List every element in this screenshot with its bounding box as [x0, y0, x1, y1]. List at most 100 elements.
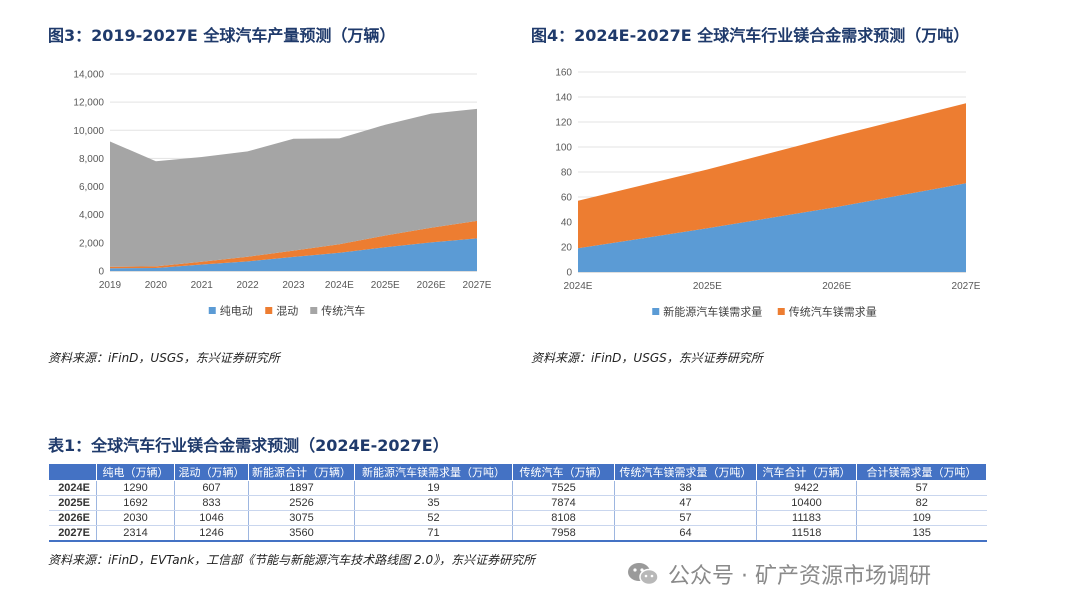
fig4-legend-swatch: [652, 308, 660, 315]
table-cell: 3560: [248, 525, 355, 542]
table-cell: 57: [614, 510, 757, 526]
fig4-ytick: 160: [555, 68, 572, 79]
fig4-area-series-0: [578, 183, 966, 272]
table-cell: 35: [354, 495, 513, 511]
fig3-area-series-0: [110, 238, 477, 271]
fig3-xtick: 2020: [145, 280, 168, 291]
table-cell: 71: [354, 525, 513, 542]
watermark-text: 公众号 · 矿产资源市场调研: [668, 564, 931, 589]
fig3-legend-label: 纯电动: [220, 305, 253, 318]
fig3-legend: 纯电动 混动 传统汽车: [208, 304, 365, 318]
fig3-xtick: 2024E: [325, 280, 354, 291]
fig4-ytick: 120: [555, 118, 572, 129]
fig4-xtick: 2027E: [952, 281, 981, 292]
fig3-xtick: 2026E: [417, 280, 446, 291]
table-cell: 52: [354, 510, 513, 526]
fig3-legend-swatch: [310, 307, 318, 314]
table-header-cell: 传统汽车（万辆）: [512, 463, 615, 481]
table-cell: 1290: [96, 480, 175, 496]
table-cell: 109: [856, 510, 987, 526]
table-cell: 3075: [248, 510, 355, 526]
fig4-ytick: 80: [561, 168, 573, 179]
table-cell: 11183: [756, 510, 857, 526]
fig4-xtick: 2026E: [822, 281, 851, 292]
fig3-legend-swatch: [208, 307, 216, 314]
table-cell: 38: [614, 480, 757, 496]
table-row-header: 2026E: [48, 510, 97, 526]
fig3-xtick: 2025E: [371, 280, 400, 291]
fig4-legend: 新能源汽车镁需求量 传统汽车镁需求量: [652, 305, 877, 319]
table-cell: 1897: [248, 480, 355, 496]
table-cell: 2526: [248, 495, 355, 511]
fig3-ytick: 8,000: [79, 154, 104, 165]
table-cell: 7874: [512, 495, 615, 511]
table-row: 2025E 1692 833 2526 35 7874 47 10400 82: [48, 495, 987, 511]
wechat-icon: [628, 563, 659, 586]
fig3-xtick: 2022: [237, 280, 260, 291]
table-header-cell: 合计镁需求量（万吨）: [856, 463, 987, 481]
fig4-xtick: 2024E: [564, 281, 593, 292]
watermark: 公众号 · 矿产资源市场调研: [626, 558, 931, 590]
fig3-ytick: 10,000: [73, 126, 104, 137]
fig3-ytick: 12,000: [73, 98, 104, 109]
table-cell: 8108: [512, 510, 615, 526]
table-cell: 57: [856, 480, 987, 496]
fig3-legend-label: 混动: [276, 305, 298, 318]
table-header-cell: 新能源合计（万辆）: [248, 463, 355, 481]
fig4-legend-label: 传统汽车镁需求量: [789, 305, 877, 319]
fig3-ytick: 0: [98, 267, 104, 278]
table-cell: 1046: [174, 510, 249, 526]
table-cell: 47: [614, 495, 757, 511]
table-cell: 1692: [96, 495, 175, 511]
table-cell: 19: [354, 480, 513, 496]
table-cell: 7525: [512, 480, 615, 496]
table-header-row: 纯电（万辆） 混动（万辆） 新能源合计（万辆） 新能源汽车镁需求量（万吨） 传统汽车（万…: [48, 463, 987, 481]
table-cell: 10400: [756, 495, 857, 511]
table-cell: 11518: [756, 525, 857, 542]
fig4-chart: 0 20 40 60 80 100 120 140 160 2024E 2025E 2026E 2027…: [555, 68, 981, 319]
fig4-title: 图4：2024E-2027E 全球汽车行业镁合金需求预测（万吨）: [531, 26, 970, 45]
table-cell: 833: [174, 495, 249, 511]
table-header-cell: 汽车合计（万辆）: [756, 463, 857, 481]
fig3-xtick: 2019: [99, 280, 122, 291]
table-cell: 64: [614, 525, 757, 542]
fig3-ytick: 6,000: [79, 182, 104, 193]
demand-table: 纯电（万辆） 混动（万辆） 新能源合计（万辆） 新能源汽车镁需求量（万吨） 传统汽车（万…: [48, 463, 987, 542]
fig3-chart: 0 2,000 4,000 6,000 8,000 10,000 12,000 14,000 2…: [73, 70, 491, 318]
fig4-ytick: 0: [566, 268, 572, 279]
fig4-source: 资料来源：iFinD，USGS，东兴证券研究所: [531, 351, 763, 365]
fig3-ytick: 2,000: [79, 238, 104, 249]
table-row-header: 2025E: [48, 495, 97, 511]
fig4-ytick: 60: [561, 193, 573, 204]
table-title: 表1：全球汽车行业镁合金需求预测（2024E-2027E）: [48, 436, 449, 455]
table-row: 2027E 2314 1246 3560 71 7958 64 11518 135: [48, 525, 987, 542]
fig4-ytick: 20: [561, 243, 573, 254]
table-cell: 2314: [96, 525, 175, 542]
table-source: 资料来源：iFinD，EVTank，工信部《节能与新能源汽车技术路线图 2.0》…: [48, 553, 536, 567]
fig3-area-series-1: [110, 220, 477, 269]
table-row-header: 2027E: [48, 525, 97, 542]
table-cell: 82: [856, 495, 987, 511]
fig3-ytick: 14,000: [73, 70, 104, 81]
table-header-cell: 混动（万辆）: [174, 463, 249, 481]
table-header-cell: 新能源汽车镁需求量（万吨）: [354, 463, 513, 481]
table-cell: 7958: [512, 525, 615, 542]
table-row-header: 2024E: [48, 480, 97, 496]
fig3-source: 资料来源：iFinD，USGS，东兴证券研究所: [48, 351, 280, 365]
table-header-cell: 传统汽车镁需求量（万吨）: [614, 463, 757, 481]
table-row: 2026E 2030 1046 3075 52 8108 57 11183 109: [48, 510, 987, 526]
fig3-legend-swatch: [265, 307, 273, 314]
fig4-legend-swatch: [777, 308, 785, 315]
table-header-cell: 纯电（万辆）: [96, 463, 175, 481]
fig4-legend-label: 新能源汽车镁需求量: [663, 305, 762, 319]
fig4-ytick: 100: [555, 143, 572, 154]
fig3-legend-label: 传统汽车: [321, 304, 365, 318]
table-cell: 135: [856, 525, 987, 542]
table-cell: 607: [174, 480, 249, 496]
fig4-area-series-1: [578, 103, 966, 249]
fig3-xtick: 2023: [282, 280, 305, 291]
fig3-xtick: 2021: [191, 280, 214, 291]
fig3-title: 图3：2019-2027E 全球汽车产量预测（万辆）: [48, 26, 396, 45]
table-cell: 9422: [756, 480, 857, 496]
table-cell: 2030: [96, 510, 175, 526]
